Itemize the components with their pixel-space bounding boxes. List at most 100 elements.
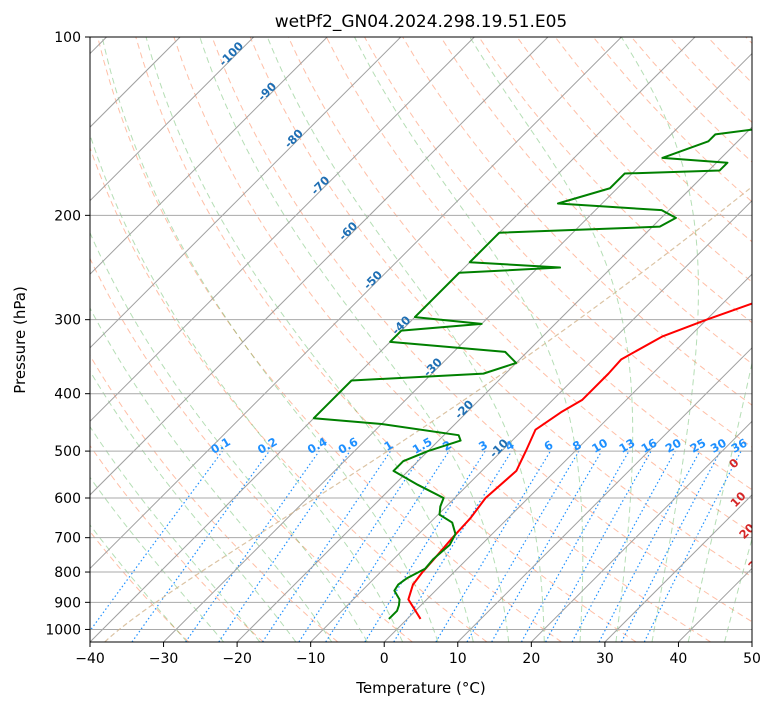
moist-adiabat-line	[90, 524, 188, 642]
isotherm-line	[457, 347, 752, 642]
dry-adiabat-line	[325, 37, 752, 491]
mixing-ratio-label: 0.6	[336, 434, 361, 456]
mixing-ratio-label: 0.1	[208, 434, 233, 456]
moist-adiabat-label: 10	[727, 489, 748, 510]
mixing-ratio-line	[520, 450, 630, 642]
dewpoint-profile	[312, 128, 752, 620]
isotherm-label: -50	[361, 268, 386, 293]
chart-title: wetPf2_GN04.2024.298.19.51.E05	[275, 12, 567, 32]
mixing-ratio-line	[466, 450, 580, 642]
mixing-ratio-line	[325, 450, 450, 642]
x-tick-label: 0	[380, 651, 389, 667]
mixing-ratio-label: 0.2	[255, 434, 280, 456]
isotherm-line	[751, 641, 752, 642]
mixing-ratio-line	[185, 450, 320, 642]
moist-adiabat-line	[90, 476, 225, 642]
y-tick-label: 1000	[45, 622, 81, 638]
isotherm-line	[90, 37, 328, 275]
y-tick-label: 500	[54, 444, 81, 460]
x-tick-label: −20	[222, 651, 252, 667]
dry-adiabat-line	[592, 37, 752, 203]
isotherm-line	[678, 567, 752, 642]
dry-adiabat-line	[745, 37, 752, 45]
mixing-ratio-line	[218, 450, 351, 642]
y-axis: 100 200 300 400 500 600 700 800 900 1000	[45, 30, 90, 638]
isotherm-line	[236, 126, 752, 642]
moist-adiabat-label: 30	[745, 552, 766, 573]
dry-adiabat-line	[440, 37, 752, 365]
moist-adiabat-line	[90, 231, 368, 642]
plot-frame	[89, 36, 753, 643]
isotherm-label: -20	[452, 397, 477, 422]
dry-adiabat-line	[631, 37, 752, 163]
moist-adiabat-line	[90, 307, 333, 642]
isobars	[90, 37, 752, 630]
mixing-ratio-label: 13	[617, 436, 638, 456]
y-tick-label: 200	[54, 208, 81, 224]
dry-adiabat-line	[287, 37, 752, 534]
mixing-ratio-label: 36	[729, 436, 750, 456]
isotherm-line	[163, 52, 752, 642]
moist-adiabat-line	[90, 370, 297, 642]
moist-adiabat-line	[199, 37, 510, 642]
moist-adiabat-line	[90, 425, 261, 642]
y-tick-label: 400	[54, 387, 81, 403]
mixing-ratio-lines	[90, 450, 742, 642]
mixing-ratio-line	[598, 450, 701, 642]
dry-adiabat-line	[90, 146, 488, 642]
dry-adiabat-line	[478, 37, 752, 324]
mixing-ratio-label: 25	[687, 436, 708, 456]
dry-adiabat-line	[249, 37, 752, 578]
dry-adiabat-line	[364, 37, 752, 448]
x-tick-label: 30	[596, 651, 614, 667]
isotherm-line	[90, 37, 622, 570]
x-tick-label: −10	[296, 651, 326, 667]
isotherm-label: -80	[281, 126, 306, 151]
isotherm-label: -100	[216, 39, 246, 69]
moist-adiabat-label: 20	[736, 521, 757, 542]
moist-adiabat-line	[101, 37, 439, 642]
dry-adiabat-line	[90, 354, 339, 642]
isotherm-line	[530, 420, 752, 642]
mixing-ratio-line	[643, 450, 742, 642]
x-tick-label: −40	[75, 651, 105, 667]
moist-adiabat-line	[620, 37, 699, 642]
mixing-ratio-line	[571, 450, 676, 642]
dry-adiabat-line	[90, 444, 264, 642]
y-tick-label: 900	[54, 595, 81, 611]
isotherm-label: -70	[308, 173, 333, 198]
mixing-ratio-line	[262, 450, 392, 642]
mixing-ratio-label: 20	[663, 436, 684, 456]
isotherm-line	[310, 199, 752, 642]
mixing-ratio-label: 10	[589, 436, 610, 456]
y-tick-label: 300	[54, 313, 81, 329]
y-axis-label: Pressure (hPa)	[11, 286, 29, 394]
dry-adiabat-line	[516, 37, 752, 283]
y-tick-label: 600	[54, 491, 81, 507]
isotherm-line	[90, 37, 402, 349]
isotherm-label: -40	[389, 313, 414, 338]
x-axis: −40 −30 −20 −10 0 10 20 30 40 50	[75, 642, 761, 667]
moist-adiabat-line	[687, 360, 752, 642]
dry-adiabat-line	[669, 37, 752, 124]
mixing-ratio-line	[131, 450, 270, 642]
y-tick-label: 100	[54, 30, 81, 46]
x-tick-label: 10	[449, 651, 467, 667]
dry-adiabat-line	[211, 37, 752, 623]
mixing-ratio-line	[90, 450, 224, 632]
mixing-ratio-line	[545, 450, 652, 642]
dry-adiabat-line	[554, 37, 752, 243]
dry-adiabat-line	[707, 37, 752, 84]
x-tick-label: 50	[743, 651, 761, 667]
moist-adiabat-line	[354, 37, 584, 642]
profile-series	[312, 128, 752, 620]
mixing-ratio-line	[393, 450, 513, 642]
isotherm-line	[90, 37, 475, 423]
x-tick-label: −30	[149, 651, 179, 667]
isotherm-label: -60	[336, 219, 361, 244]
moist-adiabat-line	[266, 37, 545, 642]
dry-adiabat-line	[135, 37, 637, 642]
dry-adiabat-line	[97, 37, 562, 642]
mixing-ratio-line	[364, 450, 486, 642]
